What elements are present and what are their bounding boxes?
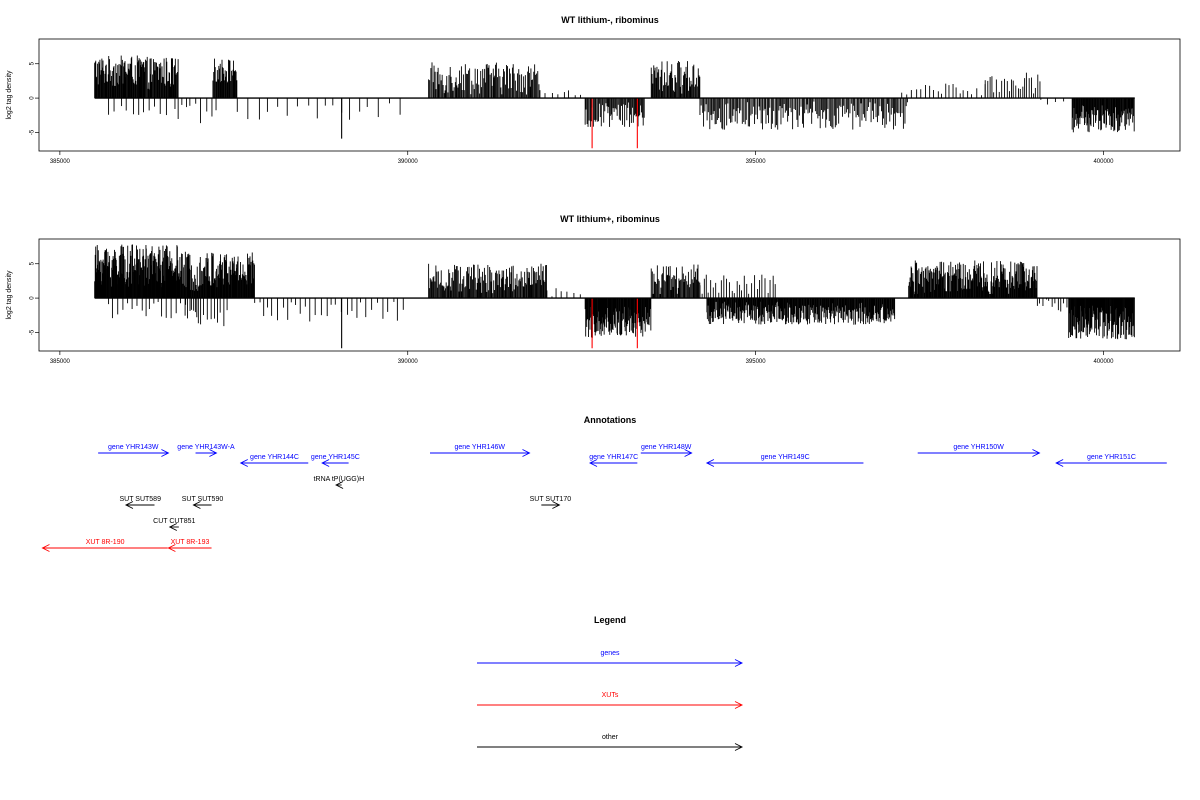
- feature-other: SUT SUT589: [119, 496, 161, 509]
- feature-label: gene YHR146W: [455, 444, 506, 451]
- y-tick-label: 5: [30, 261, 36, 265]
- feature-arrow-head: [168, 523, 177, 531]
- feature-gene: gene YHR143W-A: [177, 444, 235, 457]
- feature-other: SUT SUT170: [530, 496, 572, 509]
- legend-entry: other: [477, 734, 744, 751]
- legend-panel: Legend genes XUTs other: [477, 615, 744, 751]
- feature-label: XUT 8R-193: [171, 539, 210, 546]
- axes-group: 385000 390000 395000 400000 -5 0 5: [30, 38, 1181, 165]
- feature-gene: gene YHR150W: [917, 444, 1041, 457]
- feature-label: gene YHR151C: [1087, 454, 1136, 461]
- feature-arrow-head: [239, 459, 248, 467]
- feature-arrow-head: [335, 481, 344, 489]
- panel-title: WT lithium-, ribominus: [561, 15, 659, 25]
- feature-label: XUT 8R-190: [86, 539, 125, 546]
- feature-arrow-head: [705, 459, 715, 467]
- features-group: gene YHR143W gene YHR143W-A gene YHR144C ge…: [41, 444, 1167, 552]
- legend-entry: XUTs: [477, 692, 744, 709]
- legend-entries: genes XUTs other: [477, 650, 744, 751]
- legend-label: other: [602, 734, 619, 741]
- plot-frame: [38, 38, 1181, 152]
- feature-xut: XUT 8R-190: [41, 539, 168, 552]
- feature-arrow-head: [552, 501, 561, 509]
- feature-label: gene YHR147C: [589, 454, 638, 461]
- feature-label: gene YHR148W: [641, 444, 692, 451]
- feature-gene: gene YHR147C: [589, 454, 638, 467]
- panel-title: WT lithium+, ribominus: [560, 214, 660, 224]
- bars-group: [94, 55, 1135, 149]
- y-tick-label: -5: [30, 129, 36, 135]
- feature-label: gene YHR150W: [953, 444, 1004, 451]
- feature-gene: gene YHR146W: [430, 444, 531, 457]
- feature-arrow-head: [209, 449, 218, 457]
- feature-xut: XUT 8R-193: [167, 539, 212, 552]
- feature-arrow-head: [124, 501, 134, 509]
- annotations-title: Annotations: [584, 415, 637, 425]
- feature-arrow-head: [1055, 459, 1064, 467]
- feature-arrow-head: [321, 459, 330, 467]
- feature-label: SUT SUT170: [530, 496, 572, 503]
- feature-arrow-head: [192, 501, 201, 509]
- axes-group: 385000 390000 395000 400000 -5 0 5: [30, 238, 1181, 365]
- plot-frame: [38, 238, 1181, 352]
- feature-gene: gene YHR148W: [640, 444, 693, 457]
- feature-label: gene YHR145C: [311, 454, 360, 461]
- feature-gene: gene YHR145C: [311, 454, 360, 467]
- x-tick-label: 385000: [50, 359, 71, 365]
- legend-arrow-head: [734, 659, 744, 667]
- legend-arrow-head: [734, 743, 744, 751]
- y-tick-label: -5: [30, 329, 36, 335]
- feature-label: SUT SUT590: [182, 496, 224, 503]
- y-tick-label: 0: [30, 296, 36, 300]
- feature-label: SUT SUT589: [119, 496, 161, 503]
- annotation-track: Annotations gene YHR143W gene YHR143W-Age…: [41, 415, 1167, 552]
- feature-label: gene YHR144C: [250, 454, 299, 461]
- feature-label: gene YHR143W-A: [177, 444, 235, 451]
- y-tick-label: 0: [30, 96, 36, 100]
- feature-arrow-head: [167, 544, 176, 552]
- legend-label: XUTs: [602, 692, 619, 699]
- x-tick-label: 400000: [1093, 159, 1114, 165]
- feature-arrow-head: [589, 459, 598, 467]
- feature-arrow-head: [522, 449, 531, 457]
- x-tick-label: 395000: [746, 159, 767, 165]
- feature-label: tRNA tP(UGG)H: [314, 476, 365, 483]
- legend-label: genes: [600, 650, 620, 657]
- x-tick-label: 390000: [398, 359, 419, 365]
- y-tick-label: 5: [30, 61, 36, 65]
- feature-other: CUT CUT851: [153, 518, 196, 531]
- feature-label: gene YHR143W: [108, 444, 159, 451]
- feature-gene: gene YHR143W: [98, 444, 170, 457]
- feature-other: tRNA tP(UGG)H: [314, 476, 365, 489]
- feature-arrow-head: [161, 449, 170, 457]
- feature-gene: gene YHR151C: [1055, 454, 1167, 467]
- feature-arrow-head: [41, 544, 50, 552]
- y-axis-label: log2 tag density: [6, 70, 13, 120]
- x-tick-label: 390000: [398, 159, 419, 165]
- bars-group: [94, 244, 1135, 349]
- y-axis-label: log2 tag density: [6, 270, 13, 320]
- x-tick-label: 400000: [1093, 359, 1114, 365]
- legend-arrow-head: [734, 701, 744, 709]
- legend-entry: genes: [477, 650, 744, 667]
- feature-gene: gene YHR144C: [239, 454, 309, 467]
- feature-other: SUT SUT590: [182, 496, 224, 509]
- feature-arrow-head: [684, 449, 693, 457]
- feature-label: CUT CUT851: [153, 518, 195, 525]
- feature-gene: gene YHR149C: [705, 454, 864, 467]
- track-panel-lithium-plus: WT lithium+, ribominus log2 tag density …: [6, 214, 1181, 365]
- x-tick-label: 385000: [50, 159, 71, 165]
- feature-label: gene YHR149C: [761, 454, 810, 461]
- legend-title: Legend: [594, 615, 626, 625]
- feature-arrow-head: [1032, 449, 1041, 457]
- x-tick-label: 395000: [746, 359, 767, 365]
- track-panel-lithium-minus: WT lithium-, ribominus log2 tag density …: [6, 15, 1181, 165]
